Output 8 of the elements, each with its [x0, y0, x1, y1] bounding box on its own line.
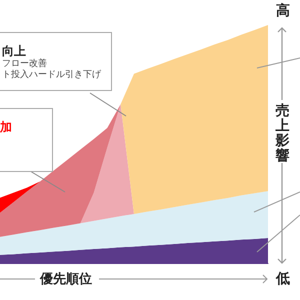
annotation: 向上	[2, 43, 26, 60]
x-axis-title: 優先順位	[40, 271, 92, 288]
y-axis-title: 売上影響	[275, 103, 290, 164]
annotation: ト投入ハードル引き下げ	[2, 68, 101, 81]
text: 低	[276, 270, 290, 288]
annotation: フロー改善	[2, 57, 47, 70]
annotation: 加	[0, 119, 12, 136]
text: 高	[276, 2, 290, 20]
